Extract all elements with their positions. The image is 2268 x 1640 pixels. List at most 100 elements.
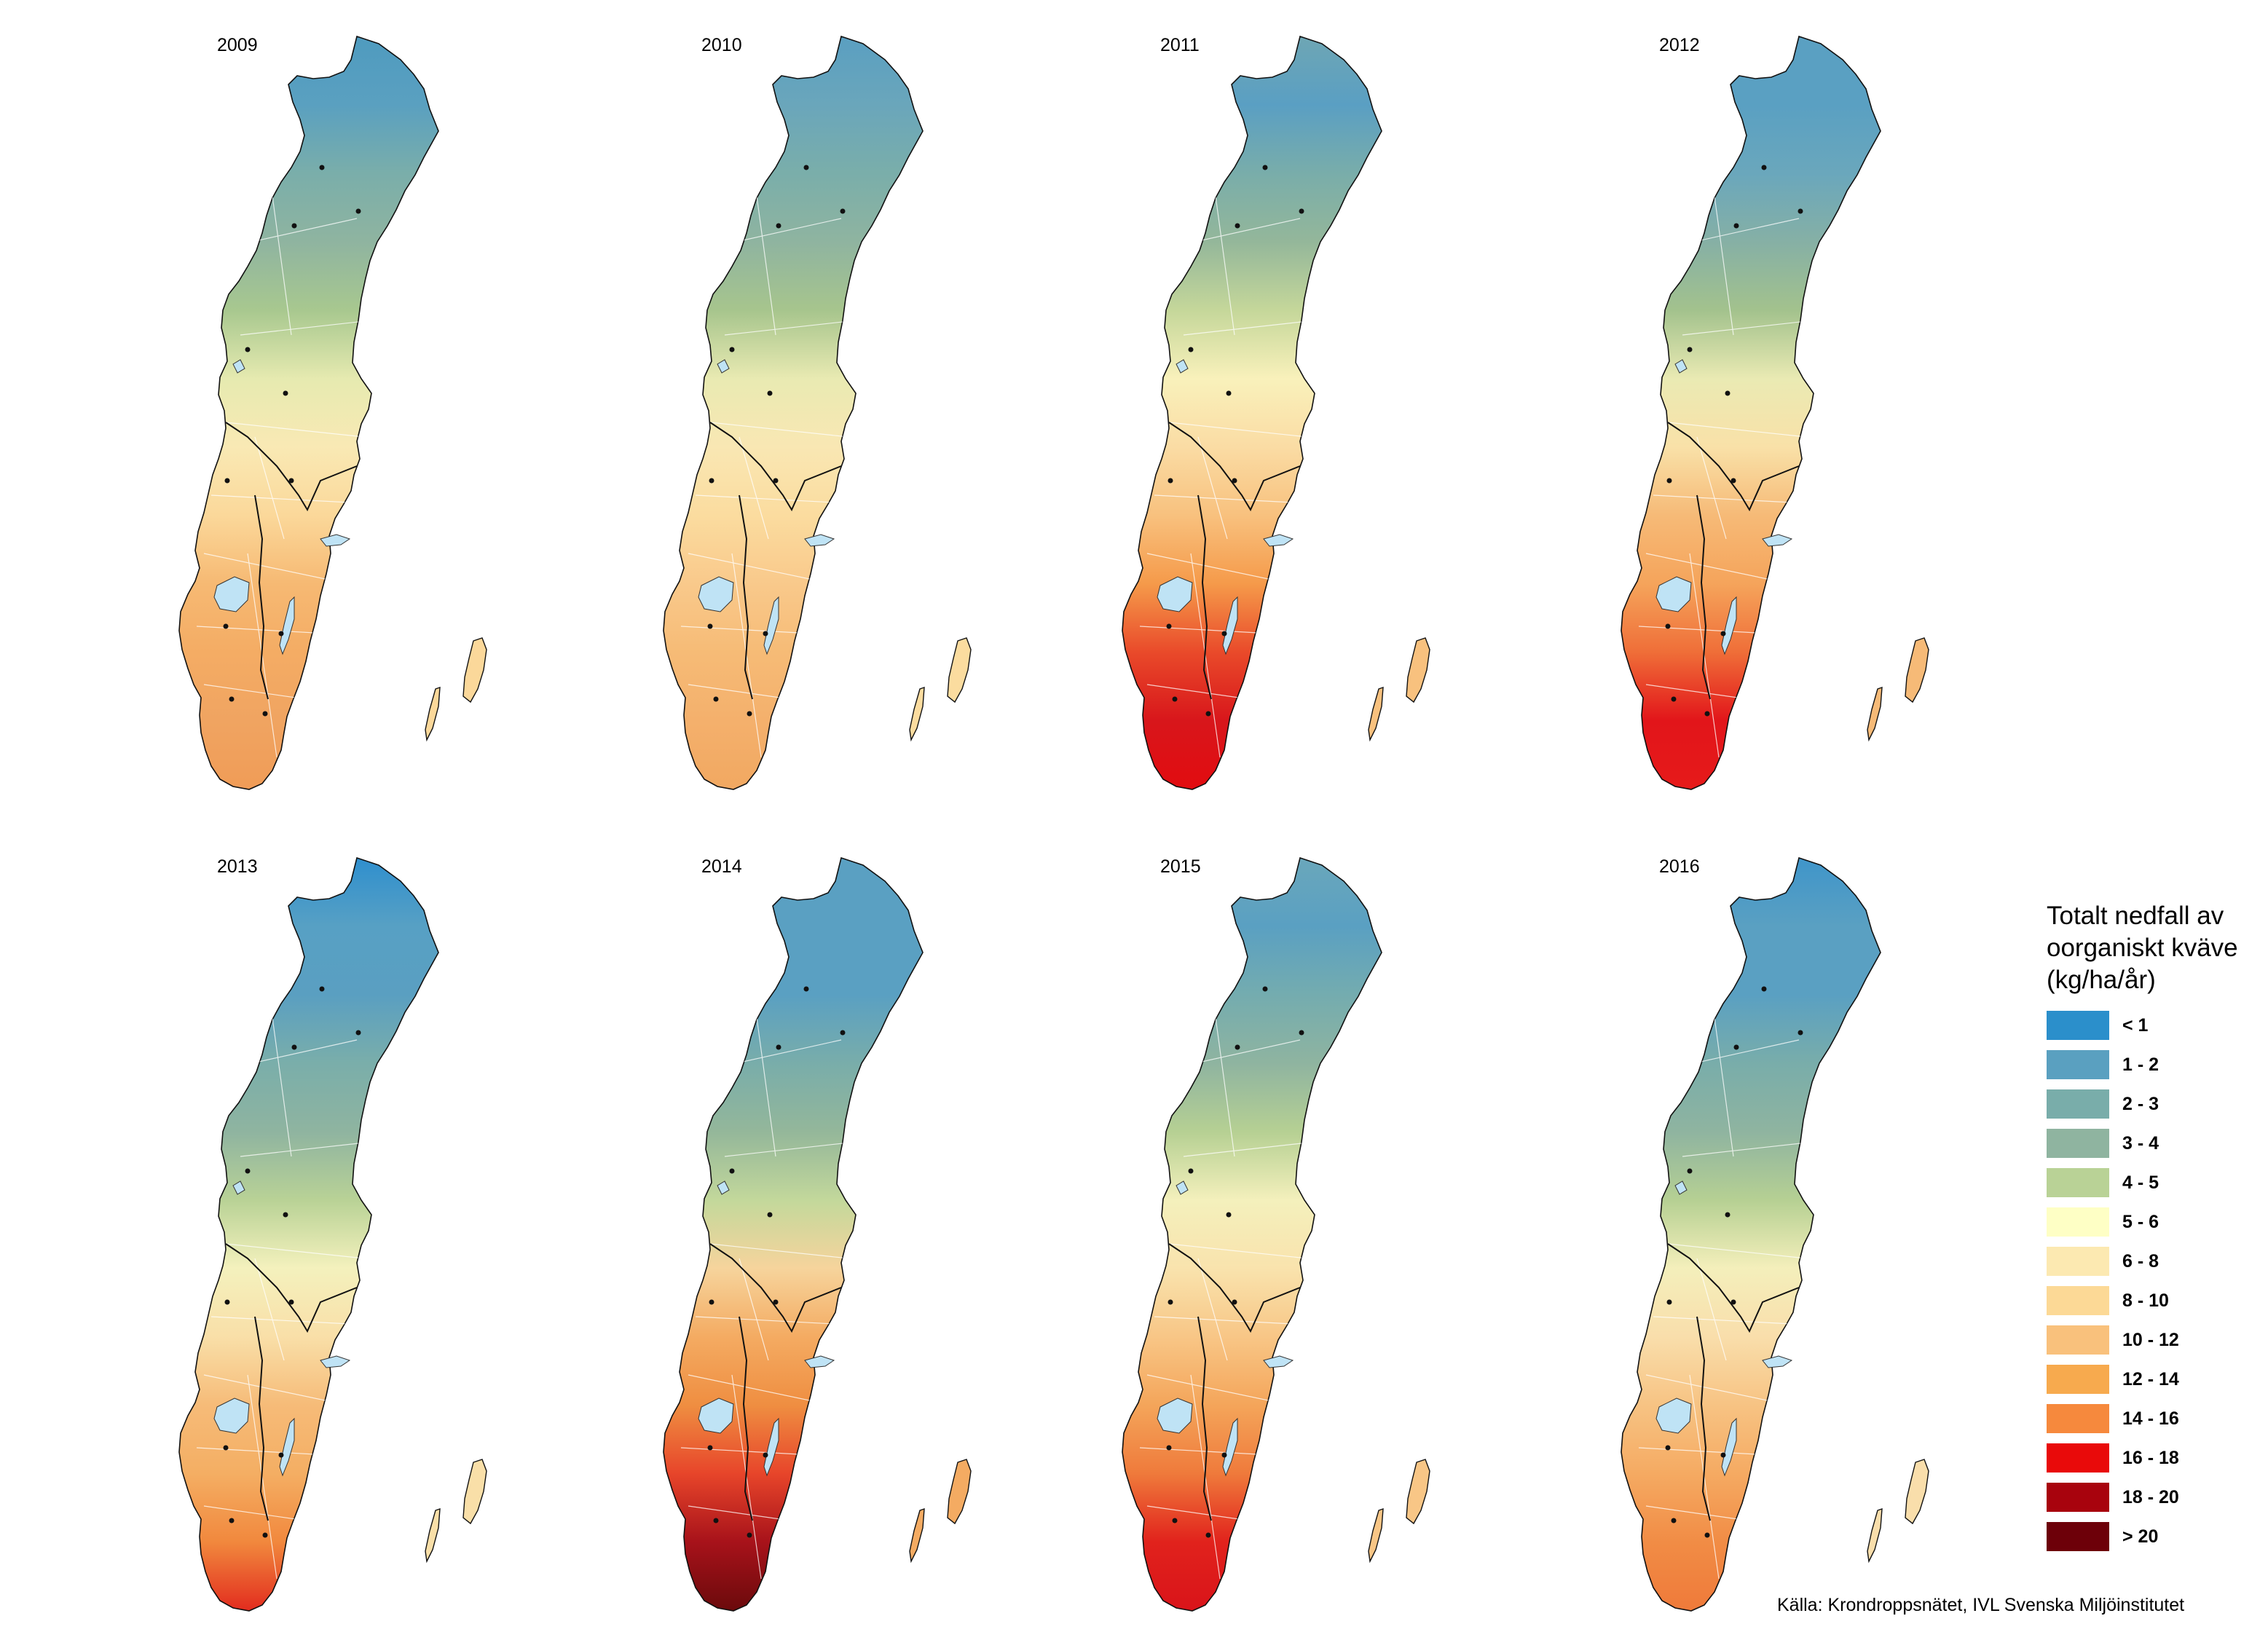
station-dot [729,347,735,352]
sweden-map [1122,35,1430,790]
county-boundaries [680,996,857,1580]
station-dot [1725,390,1730,396]
legend-item: 14 - 16 [2047,1400,2265,1439]
station-dot [1761,165,1767,170]
lake [1222,1417,1238,1477]
county-boundaries [1139,174,1315,758]
station-dot [1299,1030,1304,1036]
legend-title-line-3: (kg/ha/år) [2047,966,2156,994]
legend: Totalt nedfall av oorganiskt kväve (kg/h… [2047,900,2265,1557]
lake [1222,596,1238,655]
station-dot [223,1445,229,1451]
station-dot [1235,1044,1240,1050]
station-dot [1166,623,1172,629]
station-dot [229,1518,235,1523]
legend-label: 4 - 5 [2122,1172,2159,1193]
station-dot [1226,1212,1232,1218]
station-dot [262,711,268,717]
sweden-landmass [663,856,924,1612]
legend-label: 3 - 4 [2122,1133,2159,1154]
lake [1157,576,1193,612]
lake [804,1355,835,1368]
station-dot [1172,696,1178,702]
legend-title-line-2: oorganiskt kväve [2047,934,2238,962]
legend-item: 1 - 2 [2047,1046,2265,1085]
station-dot [245,347,251,352]
county-boundaries [680,174,857,758]
sweden-map [1621,35,1929,790]
sweden-landmass [1122,35,1382,790]
region-boundaries [709,422,842,700]
legend-label: 18 - 20 [2122,1487,2179,1507]
sweden-map [178,856,487,1612]
station-dot [1730,478,1736,484]
legend-swatch [2047,1404,2109,1433]
station-dot [1168,478,1173,484]
station-dot [1188,1168,1194,1174]
sweden-landmass [1122,856,1382,1612]
station-dot [1205,1532,1211,1538]
station-dot [1232,1299,1237,1305]
lake [804,534,835,547]
station-dot [767,1212,773,1218]
station-dot [1761,986,1767,992]
station-dot [1232,478,1237,484]
lake [213,1397,250,1434]
station-dot [1720,631,1726,636]
island [909,1508,925,1564]
legend-label: > 20 [2122,1526,2159,1547]
legend-title: Totalt nedfall av oorganiskt kväve (kg/h… [2047,900,2265,996]
year-label: 2014 [701,856,742,877]
legend-label: 8 - 10 [2122,1290,2169,1311]
station-dot [1687,1168,1693,1174]
lake [1655,576,1692,612]
station-dot [776,1044,781,1050]
station-dot [291,1044,297,1050]
station-dot [803,986,809,992]
lake [1176,1180,1189,1195]
station-dot [1733,223,1739,229]
station-dot [747,1532,752,1538]
map-panel-2011: 2011 [1082,29,1548,816]
sweden-landmass [1621,856,1881,1612]
year-label: 2013 [217,856,258,877]
station-dot [1733,1044,1739,1050]
sweden-map [663,856,972,1612]
station-dot [1168,1299,1173,1305]
station-dot [1221,1452,1227,1458]
station-dot [319,986,325,992]
station-dot [707,1445,713,1451]
legend-swatch [2047,1089,2109,1119]
station-dot [1671,696,1677,702]
station-dot [1299,208,1304,214]
station-dot [1665,623,1671,629]
lake [1674,1180,1688,1195]
legend-items: < 1 1 - 2 2 - 3 3 - 4 4 - 5 5 - 6 6 - 8 8 - 10 1… [2047,1006,2265,1557]
lake [279,596,295,655]
region-boundaries [709,1243,842,1521]
year-label: 2012 [1659,35,1700,55]
sweden-landmass [178,856,439,1612]
sweden-map [1122,856,1430,1612]
sweden-landmass [1621,35,1881,790]
station-dot [803,165,809,170]
region-boundaries [1667,422,1800,700]
legend-label: 10 - 12 [2122,1330,2179,1350]
station-dot [1725,1212,1730,1218]
station-dot [288,1299,294,1305]
year-label: 2011 [1160,35,1200,55]
station-dot [747,711,752,717]
legend-item: 3 - 4 [2047,1124,2265,1164]
station-dot [1798,1030,1803,1036]
station-dot [1720,1452,1726,1458]
station-dot [709,478,714,484]
lake [1263,1355,1294,1368]
station-dot [278,631,284,636]
station-dot [707,623,713,629]
legend-label: 12 - 14 [2122,1369,2179,1389]
station-dot [1687,347,1693,352]
station-dot [1262,986,1268,992]
legend-item: 8 - 10 [2047,1282,2265,1321]
station-dot [840,1030,846,1036]
station-dot [245,1168,251,1174]
